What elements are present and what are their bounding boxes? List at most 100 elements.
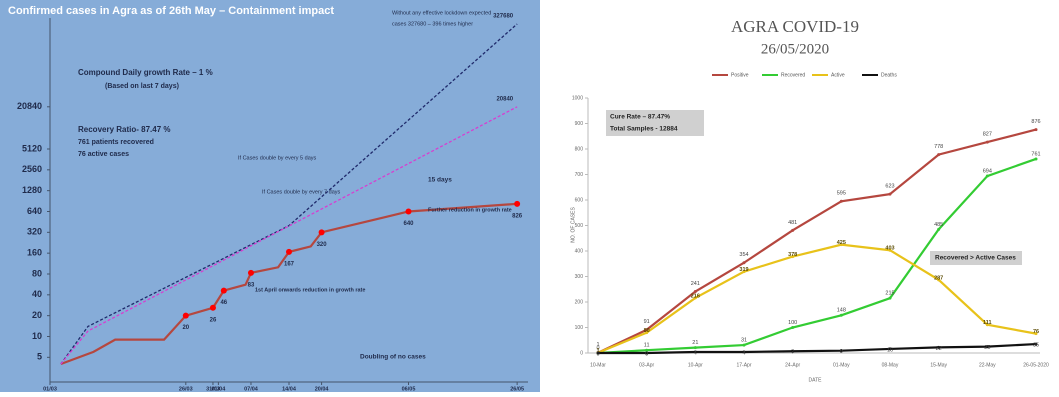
series-line	[597, 157, 1037, 355]
annotation: 1st April onwards reduction in growth ra…	[255, 287, 365, 293]
legend-label: Deaths	[881, 72, 897, 78]
data-label: 827	[983, 132, 992, 138]
y-tick-label: 5	[37, 352, 42, 362]
data-label: 25	[984, 345, 990, 351]
data-point	[693, 296, 697, 300]
data-label: 640	[403, 221, 414, 227]
data-point	[839, 349, 843, 353]
y-tick-label: 300	[575, 274, 584, 280]
data-label: 35	[1033, 343, 1039, 349]
data-label: 216	[691, 293, 700, 299]
x-tick-label: 14/04	[282, 386, 297, 392]
data-point	[888, 192, 892, 196]
data-point	[985, 140, 989, 144]
data-point	[645, 331, 649, 335]
data-point	[839, 313, 843, 317]
y-tick-label: 200	[575, 299, 584, 305]
y-tick-label: 640	[27, 206, 42, 216]
data-label: 4	[742, 350, 745, 356]
y-tick-label: 100	[575, 325, 584, 331]
x-tick-label: 15-May	[930, 362, 947, 368]
data-label: 80	[644, 328, 650, 334]
data-point	[1034, 342, 1038, 346]
data-label: 21	[692, 340, 698, 346]
data-point	[514, 200, 521, 207]
y-tick-label: 1280	[22, 185, 42, 195]
right-background	[548, 0, 1059, 392]
data-point	[1034, 128, 1038, 132]
y-tick-label: 320	[27, 227, 42, 237]
data-label: 623	[885, 184, 894, 190]
x-tick-label: 26/05	[510, 386, 524, 392]
data-label: 0	[596, 351, 599, 357]
data-label: 11	[644, 343, 650, 349]
data-label: 320	[317, 242, 328, 248]
data-label: 22	[936, 346, 942, 352]
data-point	[693, 290, 697, 294]
annotation: Further reduction in growth rate	[428, 207, 512, 213]
x-tick-label: 08-May	[882, 362, 899, 368]
data-point	[645, 348, 649, 352]
data-label: 327680	[493, 14, 514, 20]
data-point	[405, 208, 412, 215]
data-point	[209, 304, 216, 311]
data-label: 485	[934, 222, 943, 228]
data-point	[1034, 332, 1038, 336]
series-line	[597, 243, 1037, 354]
y-tick-label: 2560	[22, 164, 42, 174]
x-tick-label: 01/03	[43, 386, 57, 392]
data-point	[791, 349, 795, 353]
x-tick-label: 06/05	[402, 386, 416, 392]
data-label: 111	[983, 320, 992, 326]
y-tick-label: 20840	[17, 101, 42, 111]
data-point	[888, 347, 892, 351]
data-label: 100	[788, 320, 797, 326]
annotation: If Cases double by every 5 days	[238, 155, 317, 161]
data-point	[596, 351, 600, 355]
right-subtitle: 26/05/2020	[761, 41, 829, 57]
y-tick-label: 80	[32, 268, 42, 278]
data-label: 31	[741, 338, 747, 344]
data-point	[742, 343, 746, 347]
y-tick-label: 400	[575, 248, 584, 254]
x-tick-label: 22-May	[979, 362, 996, 368]
data-point	[742, 350, 746, 354]
data-point	[693, 350, 697, 354]
x-tick-label: 17-Apr	[736, 362, 751, 368]
annotation: Doubling of no cases	[360, 354, 426, 361]
annotation: Recovery Ratio- 87.47 %	[78, 125, 171, 134]
y-tick-label: 20	[32, 310, 42, 320]
y-tick-label: 900	[575, 121, 584, 127]
y-tick-label: 0	[580, 350, 583, 356]
y-tick-label: 40	[32, 289, 42, 299]
data-label: 83	[248, 282, 255, 288]
data-point	[645, 351, 649, 355]
annotation: Without any effective lockdown expected	[392, 10, 491, 16]
y-tick-label: 800	[575, 146, 584, 152]
legend-label: Active	[831, 72, 845, 78]
data-label: 1	[596, 348, 599, 354]
data-label: 425	[837, 240, 846, 246]
data-label: 91	[644, 319, 650, 325]
data-point	[888, 296, 892, 300]
data-point	[693, 346, 697, 350]
data-label: 826	[512, 213, 523, 219]
data-point	[791, 326, 795, 329]
x-tick-label: 26-05-2020	[1023, 362, 1049, 368]
data-point	[985, 345, 989, 349]
data-label: 1	[596, 342, 599, 348]
left-background	[0, 0, 540, 392]
data-label: 778	[934, 144, 943, 150]
data-point	[220, 287, 227, 294]
annotation: Cure Rate – 87.47%	[610, 114, 670, 121]
data-point	[937, 345, 941, 349]
data-label: 9	[840, 349, 843, 355]
data-point	[839, 243, 843, 247]
data-label: 4	[694, 350, 697, 356]
data-point	[839, 199, 843, 203]
data-point	[1034, 157, 1038, 161]
x-tick-label: 26/03	[179, 386, 193, 392]
data-point	[286, 248, 292, 255]
data-point	[937, 153, 941, 157]
legend-label: Positive	[731, 72, 749, 78]
